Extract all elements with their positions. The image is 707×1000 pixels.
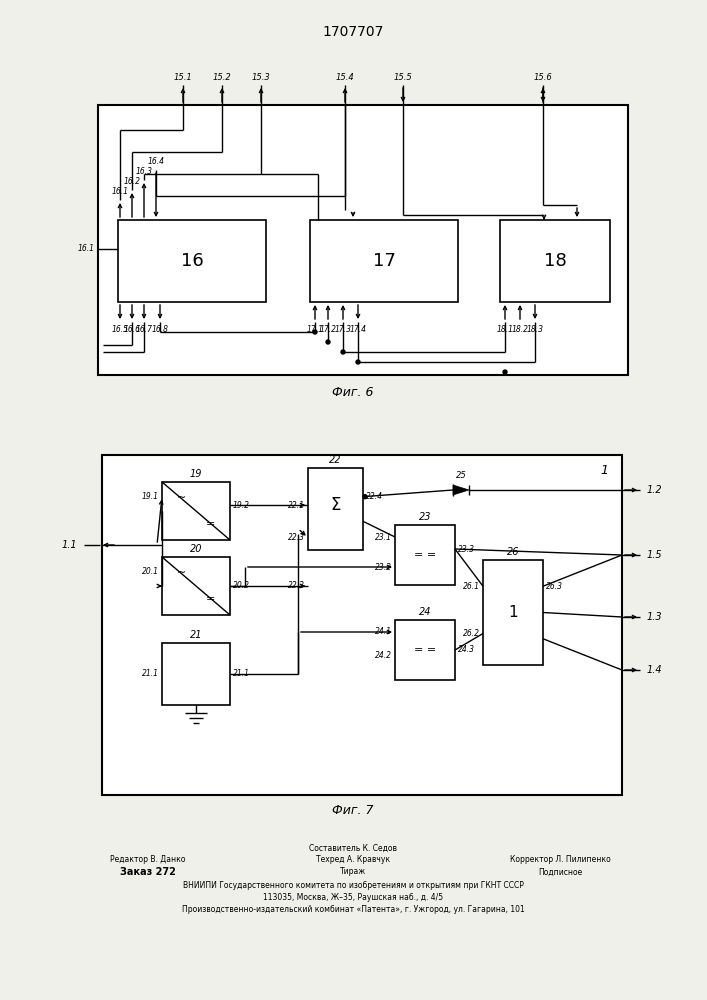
Text: 16: 16 — [180, 252, 204, 270]
Text: 24.3: 24.3 — [458, 646, 475, 654]
Text: Тираж: Тираж — [340, 867, 366, 876]
Circle shape — [313, 330, 317, 334]
Text: 21.1: 21.1 — [233, 670, 250, 678]
Text: 21: 21 — [189, 630, 202, 640]
Text: 1.5: 1.5 — [647, 550, 662, 560]
Circle shape — [363, 495, 367, 499]
Text: Редактор В. Данко: Редактор В. Данко — [110, 856, 186, 864]
Bar — [395, 620, 455, 680]
Text: 20.2: 20.2 — [233, 582, 250, 590]
Text: 23.3: 23.3 — [458, 544, 475, 554]
Text: 16.1: 16.1 — [112, 188, 129, 196]
Text: 1.4: 1.4 — [647, 665, 662, 675]
Text: 16.8: 16.8 — [151, 326, 168, 334]
Text: Техред А. Кравчук: Техред А. Кравчук — [316, 856, 390, 864]
Text: 15.4: 15.4 — [336, 74, 354, 83]
Text: 26.1: 26.1 — [463, 582, 480, 591]
Text: 24.1: 24.1 — [375, 628, 392, 637]
Text: 17.2: 17.2 — [320, 326, 337, 334]
Text: Составитель К. Седов: Составитель К. Седов — [309, 844, 397, 852]
Bar — [162, 482, 230, 540]
Text: 16.7: 16.7 — [136, 326, 153, 334]
Circle shape — [326, 340, 330, 344]
Text: 26.2: 26.2 — [463, 629, 480, 638]
Text: 16.1: 16.1 — [78, 244, 95, 253]
Text: Производственно-издательский комбинат «Патента», г. Ужгород, ул. Гагарина, 101: Производственно-издательский комбинат «П… — [182, 906, 525, 914]
Text: 25: 25 — [455, 471, 467, 480]
Circle shape — [503, 370, 507, 374]
Circle shape — [341, 350, 345, 354]
Text: ВНИИПИ Государственного комитета по изобретениям и открытиям при ГКНТ СССР: ВНИИПИ Государственного комитета по изоб… — [182, 882, 523, 890]
Text: 1: 1 — [600, 464, 608, 478]
Bar — [118, 220, 266, 302]
Text: 16.2: 16.2 — [124, 178, 141, 186]
Text: Заказ 272: Заказ 272 — [120, 867, 176, 877]
Bar — [310, 220, 458, 302]
Text: 15.1: 15.1 — [174, 74, 192, 83]
Text: 15.6: 15.6 — [534, 74, 552, 83]
Bar — [395, 525, 455, 585]
Text: 18.1: 18.1 — [496, 326, 513, 334]
Text: 22.4: 22.4 — [366, 492, 383, 501]
Bar — [102, 455, 622, 795]
Text: 15.3: 15.3 — [252, 74, 270, 83]
Text: 17.4: 17.4 — [349, 326, 366, 334]
Text: 1707707: 1707707 — [322, 25, 384, 39]
Text: 113035, Москва, Ж–35, Раушская наб., д. 4/5: 113035, Москва, Ж–35, Раушская наб., д. … — [263, 894, 443, 902]
Text: Σ: Σ — [330, 496, 341, 514]
Text: 1: 1 — [508, 605, 518, 620]
Text: 22.3: 22.3 — [288, 533, 305, 542]
Bar — [308, 468, 363, 550]
Bar — [162, 557, 230, 615]
Text: 24.2: 24.2 — [375, 652, 392, 660]
Bar — [500, 220, 610, 302]
Text: = =: = = — [414, 645, 436, 655]
Text: 17.3: 17.3 — [334, 326, 351, 334]
Text: 16.3: 16.3 — [136, 167, 153, 176]
Text: 19.2: 19.2 — [233, 501, 250, 510]
Text: 18: 18 — [544, 252, 566, 270]
Text: 18.2: 18.2 — [511, 326, 529, 334]
Text: 23.1: 23.1 — [375, 532, 392, 542]
Text: ~: ~ — [177, 493, 186, 503]
Text: =: = — [206, 594, 216, 604]
Circle shape — [356, 360, 360, 364]
Text: 15.5: 15.5 — [394, 74, 412, 83]
Text: 1.3: 1.3 — [647, 612, 662, 622]
Text: 21.1: 21.1 — [142, 670, 159, 678]
Text: 20: 20 — [189, 544, 202, 554]
Text: = =: = = — [414, 550, 436, 560]
Text: 16.5: 16.5 — [112, 326, 129, 334]
Text: 22.2: 22.2 — [288, 582, 305, 590]
Polygon shape — [453, 485, 469, 495]
Text: 15.2: 15.2 — [213, 74, 231, 83]
Text: 24: 24 — [419, 607, 431, 617]
Text: 22: 22 — [329, 455, 341, 465]
Text: 19.1: 19.1 — [142, 492, 159, 501]
Text: 22.1: 22.1 — [288, 501, 305, 510]
Text: 23.2: 23.2 — [375, 562, 392, 572]
Bar — [162, 643, 230, 705]
Text: Подписное: Подписное — [538, 867, 582, 876]
Text: 26.3: 26.3 — [546, 582, 563, 591]
Text: Корректор Л. Пилипенко: Корректор Л. Пилипенко — [510, 856, 610, 864]
Text: 20.1: 20.1 — [142, 567, 159, 576]
Text: 23: 23 — [419, 512, 431, 522]
Text: 18.3: 18.3 — [527, 326, 544, 334]
Text: 17.1: 17.1 — [307, 326, 324, 334]
Text: =: = — [206, 519, 216, 529]
Bar — [483, 560, 543, 665]
Text: 1.1: 1.1 — [62, 540, 77, 550]
Text: 17: 17 — [373, 252, 395, 270]
Text: Фиг. 7: Фиг. 7 — [332, 804, 374, 816]
Text: ~: ~ — [177, 568, 186, 578]
Text: Фиг. 6: Фиг. 6 — [332, 385, 374, 398]
Text: 19: 19 — [189, 469, 202, 479]
Text: 16.6: 16.6 — [124, 326, 141, 334]
Text: 16.4: 16.4 — [148, 157, 165, 166]
Bar — [98, 105, 628, 375]
Text: 26: 26 — [507, 547, 519, 557]
Text: 1.2: 1.2 — [647, 485, 662, 495]
